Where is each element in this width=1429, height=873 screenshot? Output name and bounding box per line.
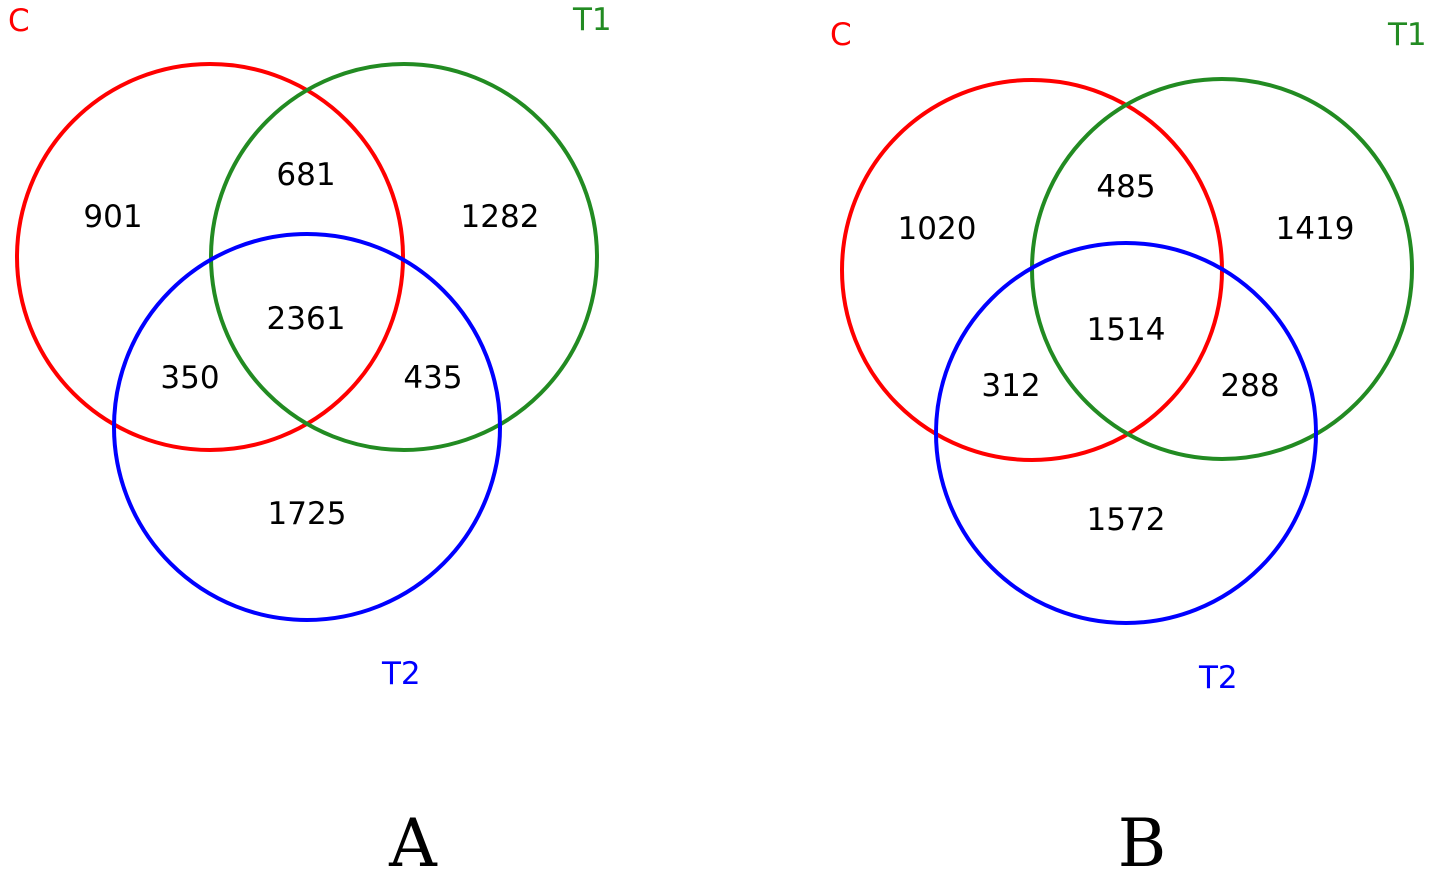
count-c-t1: 485 bbox=[1096, 169, 1155, 205]
count-c-only: 1020 bbox=[898, 211, 977, 247]
set-label-t1: T1 bbox=[1387, 17, 1427, 53]
set-t1-circle bbox=[209, 62, 599, 452]
count-t1-only: 1282 bbox=[461, 199, 540, 235]
venn-panel-b: C T1 T2 1020 485 1419 1514 312 288 1572 … bbox=[830, 17, 1427, 873]
count-t1-t2: 288 bbox=[1220, 368, 1279, 404]
set-t2-circle bbox=[934, 241, 1318, 625]
count-t2-only: 1725 bbox=[268, 496, 347, 532]
panel-label-b: B bbox=[1118, 805, 1167, 873]
set-c-circle bbox=[15, 62, 405, 452]
panel-label-a: A bbox=[388, 805, 438, 873]
count-c-t2: 312 bbox=[981, 368, 1040, 404]
set-label-c: C bbox=[830, 17, 852, 53]
set-label-c: C bbox=[8, 3, 30, 39]
count-t2-only: 1572 bbox=[1087, 502, 1166, 538]
set-label-t1: T1 bbox=[572, 2, 612, 38]
count-c-t2: 350 bbox=[160, 360, 219, 396]
set-label-t2: T2 bbox=[381, 656, 421, 692]
venn-panel-a: C T1 T2 901 681 1282 2361 350 435 1725 A bbox=[8, 2, 612, 873]
set-t2-circle bbox=[112, 232, 502, 622]
count-t1-only: 1419 bbox=[1276, 211, 1355, 247]
count-t1-t2: 435 bbox=[403, 360, 462, 396]
set-label-t2: T2 bbox=[1198, 660, 1238, 696]
count-all: 2361 bbox=[267, 301, 346, 337]
count-c-only: 901 bbox=[83, 199, 142, 235]
count-c-t1: 681 bbox=[276, 157, 335, 193]
count-all: 1514 bbox=[1087, 312, 1166, 348]
